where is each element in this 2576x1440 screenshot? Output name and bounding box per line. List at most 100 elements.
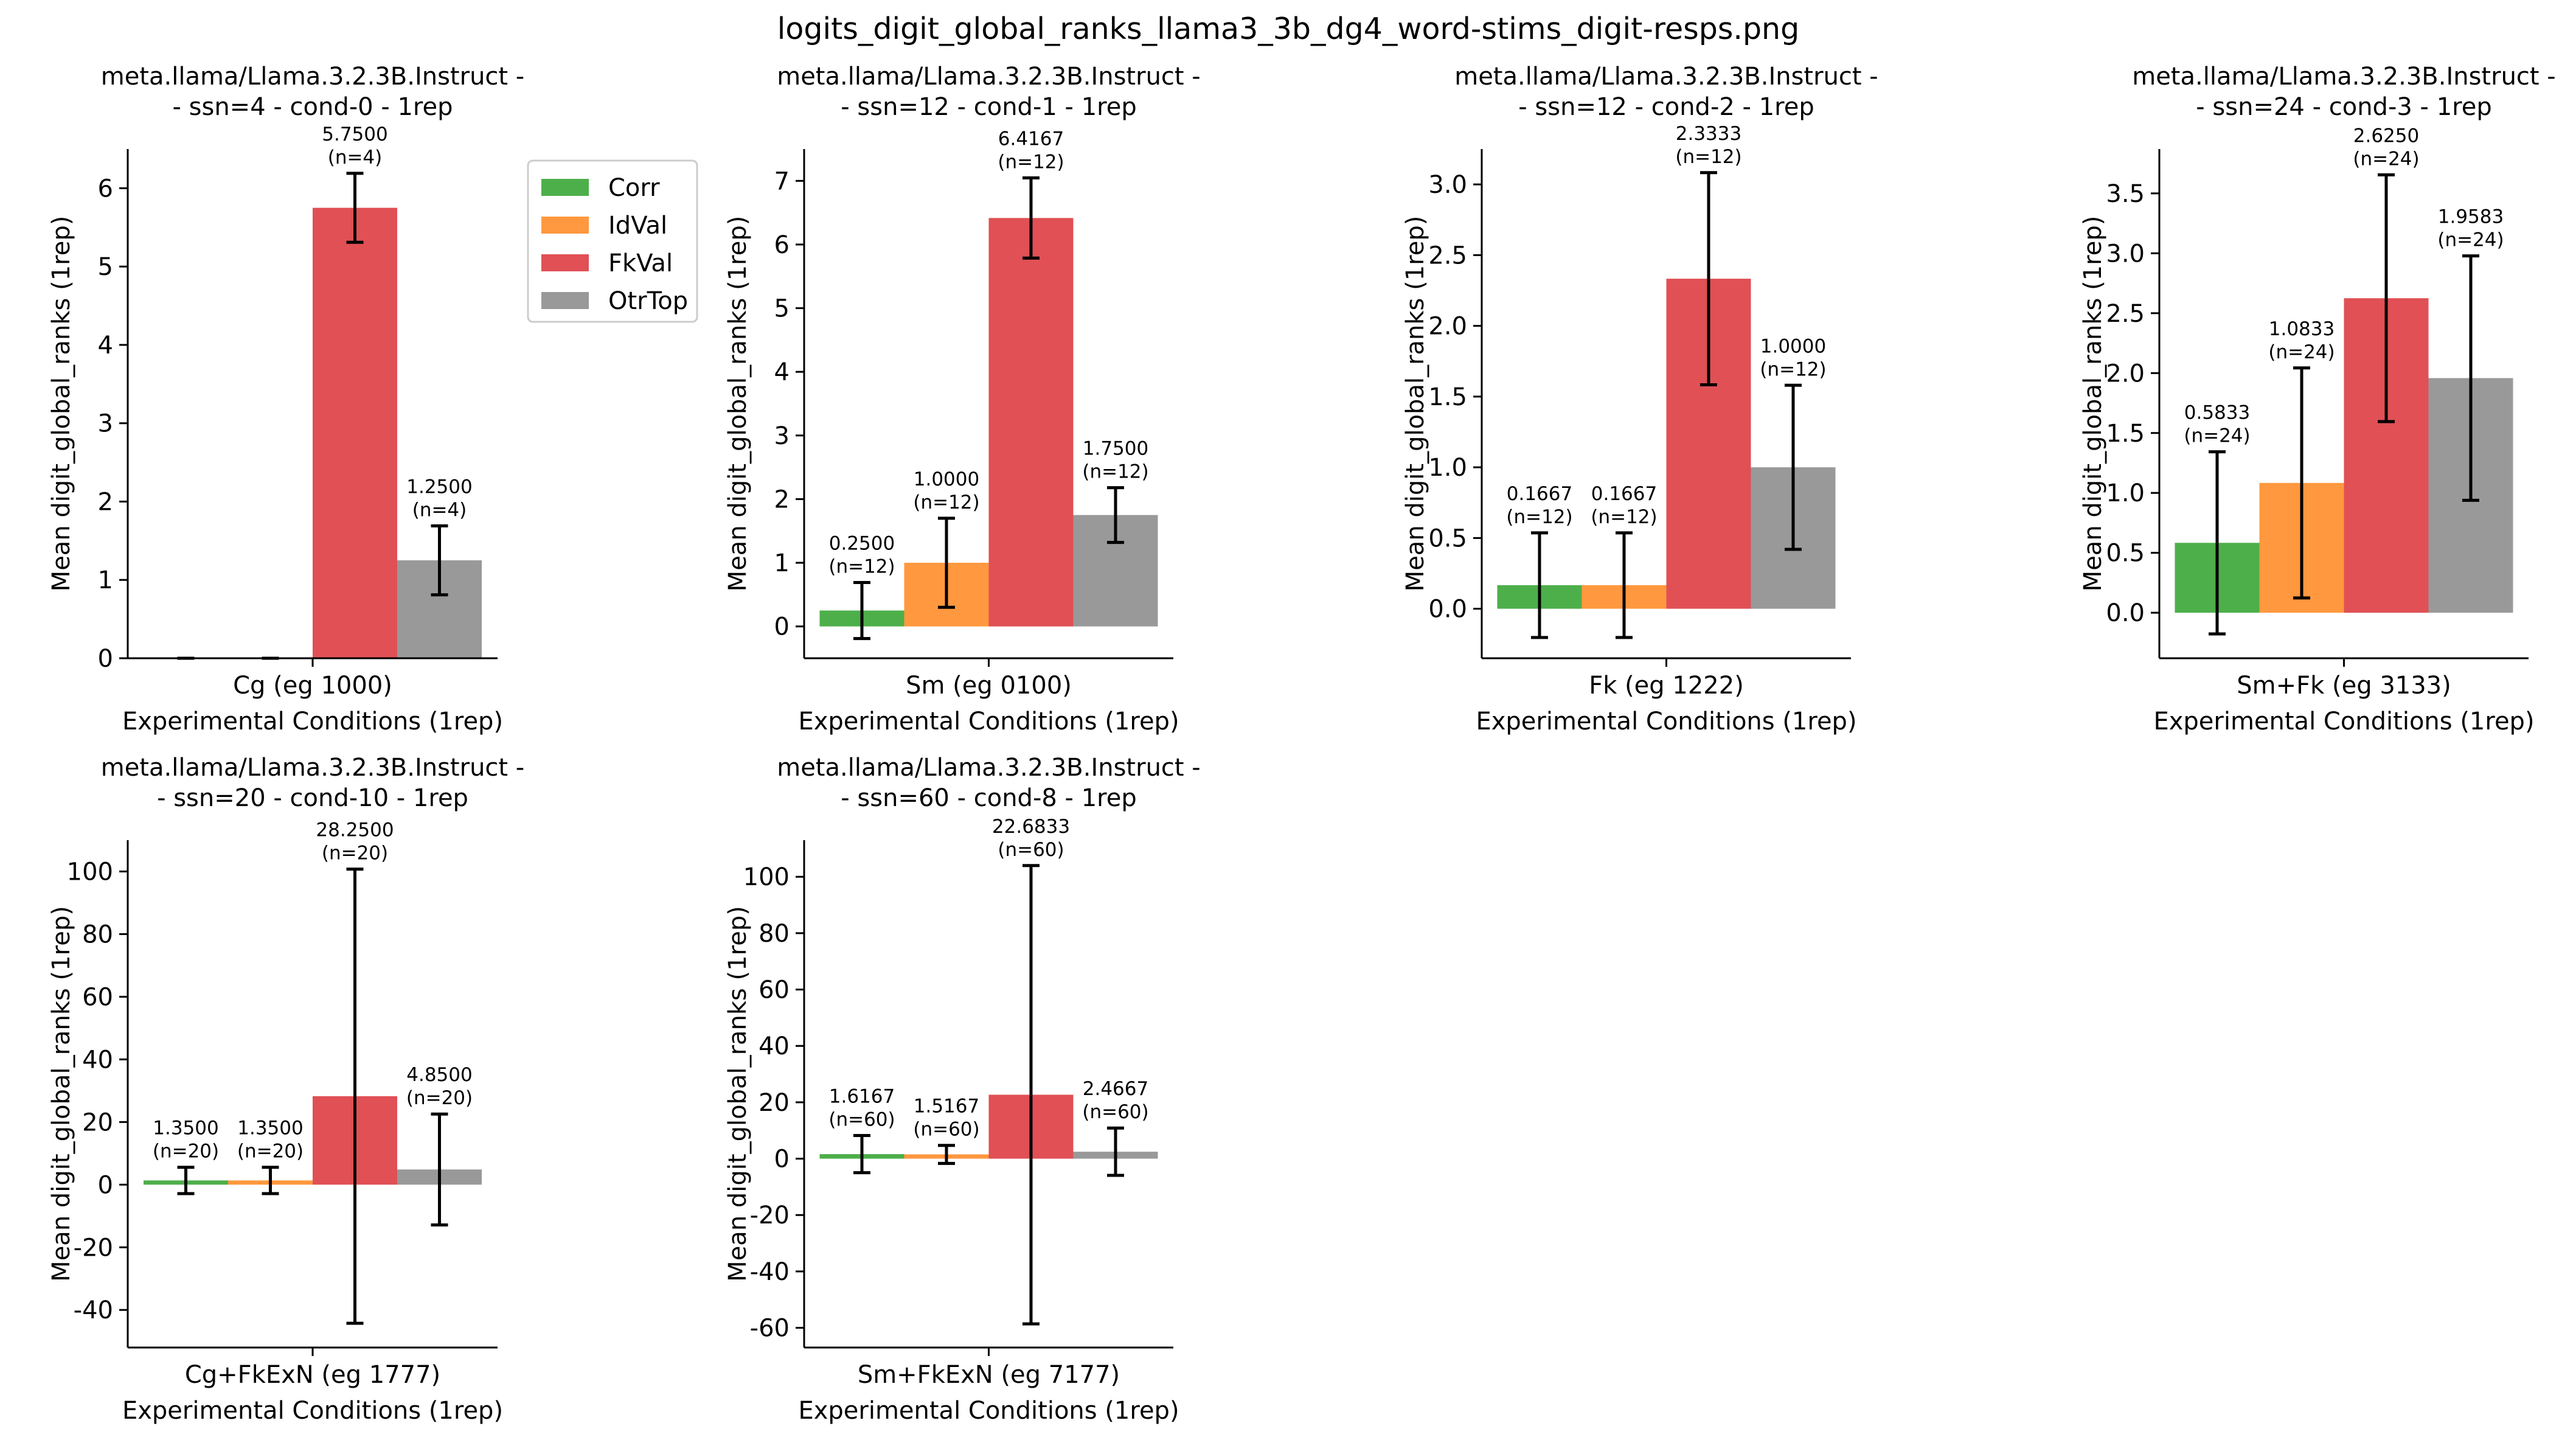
bar-value-label: (n=12): [1082, 461, 1148, 483]
y-tick-label: 5: [98, 253, 113, 281]
bar-value-label: 0.2500: [829, 532, 895, 554]
bar-value-label: (n=60): [913, 1119, 979, 1141]
bar-value-label: 22.6833: [992, 816, 1070, 838]
bar-value-label: (n=12): [1675, 146, 1741, 168]
bar-value-label: (n=24): [2437, 229, 2504, 251]
y-axis-label: Mean digit_global_ranks (1rep): [2079, 216, 2107, 592]
chart-title-line: - ssn=20 - cond-10 - 1rep: [157, 784, 468, 812]
error-bar-fkval: [1022, 176, 1040, 260]
y-tick-label: -40: [750, 1258, 790, 1286]
legend-label-idval: IdVal: [608, 212, 667, 240]
chart-title-line: - ssn=12 - cond-2 - 1rep: [1518, 93, 1814, 121]
y-tick-label: 7: [774, 167, 790, 195]
y-tick-label: 100: [67, 858, 113, 886]
bar-value-label: 1.3500: [153, 1118, 218, 1139]
bar-value-label: (n=12): [998, 151, 1064, 173]
x-tick-label: Sm (eg 0100): [906, 672, 1072, 700]
y-tick-label: 5: [774, 295, 790, 323]
y-tick-label: -60: [750, 1315, 790, 1343]
y-tick-label: 0.5: [1428, 524, 1467, 552]
bar-value-label: 1.6167: [829, 1085, 895, 1107]
x-axis-label: Experimental Conditions (1rep): [798, 708, 1179, 736]
chart-panel-3: meta.llama/Llama.3.2.3B.Instruct -- ssn=…: [1401, 63, 1878, 736]
error-bar-corr: [1531, 531, 1548, 639]
y-tick-label: 2.5: [2106, 300, 2145, 328]
bar-value-label: 0.1667: [1507, 483, 1572, 505]
y-tick-label: 2.5: [1428, 242, 1467, 270]
error-bar-idval: [262, 1166, 279, 1195]
chart-title-line: meta.llama/Llama.3.2.3B.Instruct -: [1454, 63, 1878, 91]
x-tick-label: Cg (eg 1000): [233, 672, 392, 700]
chart-title-line: meta.llama/Llama.3.2.3B.Instruct -: [101, 754, 525, 782]
x-tick-label: Fk (eg 1222): [1589, 672, 1744, 700]
y-tick-label: 1: [98, 566, 113, 594]
error-bar-otrtop: [1107, 486, 1124, 544]
x-axis-label: Experimental Conditions (1rep): [2153, 708, 2534, 736]
bar-value-label: (n=24): [2353, 148, 2419, 170]
chart-title-line: - ssn=12 - cond-1 - 1rep: [841, 93, 1136, 121]
chart-title-line: - ssn=4 - cond-0 - 1rep: [173, 93, 453, 121]
legend-label-otrtop: OtrTop: [608, 287, 688, 315]
error-bar-otrtop: [431, 1112, 448, 1226]
y-tick-label: 2.0: [2106, 360, 2145, 388]
y-tick-label: 60: [759, 976, 790, 1004]
bar-value-label: 2.4667: [1083, 1078, 1148, 1100]
bar-value-label: 1.5167: [914, 1096, 979, 1118]
error-bar-corr: [2209, 450, 2226, 636]
error-bar-idval: [938, 517, 955, 609]
error-bar-idval: [1616, 531, 1633, 639]
y-tick-label: 1.5: [1428, 383, 1467, 411]
x-axis-label: Experimental Conditions (1rep): [1476, 708, 1856, 736]
bar-value-label: 0.1667: [1591, 483, 1657, 505]
y-axis-label: Mean digit_global_ranks (1rep): [47, 906, 75, 1282]
y-tick-label: 1.0: [1428, 454, 1467, 482]
error-bar-fkval: [2378, 173, 2395, 423]
y-tick-label: 0.5: [2106, 540, 2145, 568]
y-tick-label: 3: [774, 422, 790, 450]
y-tick-label: 4: [98, 332, 113, 360]
chart-title-line: meta.llama/Llama.3.2.3B.Instruct -: [2132, 63, 2556, 91]
bar-value-label: (n=4): [412, 499, 467, 521]
y-tick-label: 3.0: [2106, 240, 2145, 268]
y-tick-label: 0: [98, 1171, 113, 1199]
y-tick-label: 80: [759, 920, 790, 948]
y-tick-label: 60: [82, 983, 113, 1011]
bar-value-label: 4.8500: [406, 1064, 472, 1086]
legend: Corr IdVal FkVal OtrTop: [527, 159, 698, 323]
bar-value-label: (n=24): [2268, 341, 2335, 363]
bar-value-label: (n=4): [328, 147, 383, 169]
y-tick-label: 100: [743, 863, 790, 891]
y-tick-label: 0.0: [2106, 599, 2145, 627]
bar-value-label: (n=12): [1760, 358, 1826, 380]
y-tick-label: 6: [774, 231, 790, 259]
y-tick-label: -20: [750, 1202, 790, 1230]
x-tick-label: Sm+Fk (eg 3133): [2237, 672, 2451, 700]
bar-value-label: 1.9583: [2438, 206, 2504, 228]
error-bar-idval: [938, 1144, 955, 1165]
chart-panel-1: meta.llama/Llama.3.2.3B.Instruct -- ssn=…: [47, 63, 524, 736]
y-tick-label: 40: [759, 1032, 790, 1060]
y-tick-label: 1.0: [2106, 479, 2145, 507]
bar-value-label: 2.6250: [2353, 125, 2419, 147]
legend-label-corr: Corr: [608, 174, 660, 202]
y-tick-label: 0.0: [1428, 596, 1467, 624]
y-tick-label: 20: [759, 1089, 790, 1117]
bar-value-label: 1.0000: [914, 468, 979, 490]
x-axis-label: Experimental Conditions (1rep): [122, 1397, 503, 1425]
bar-value-label: 6.4167: [998, 128, 1064, 150]
chart-panel-6: meta.llama/Llama.3.2.3B.Instruct -- ssn=…: [724, 754, 1201, 1425]
error-bar-corr: [853, 580, 870, 641]
chart-title-line: meta.llama/Llama.3.2.3B.Instruct -: [777, 754, 1201, 782]
bar-value-label: (n=12): [1591, 506, 1657, 528]
legend-swatch-otrtop: [541, 292, 589, 309]
x-axis-label: Experimental Conditions (1rep): [122, 708, 503, 736]
legend-swatch-corr: [541, 179, 589, 196]
bar-value-label: (n=60): [1082, 1101, 1148, 1123]
x-tick-label: Sm+FkExN (eg 7177): [858, 1361, 1120, 1389]
chart-panel-5: meta.llama/Llama.3.2.3B.Instruct -- ssn=…: [47, 754, 524, 1425]
y-tick-label: -40: [74, 1296, 113, 1324]
y-tick-label: 40: [82, 1046, 113, 1074]
y-tick-label: 2.0: [1428, 313, 1467, 341]
y-tick-label: 4: [774, 358, 790, 386]
